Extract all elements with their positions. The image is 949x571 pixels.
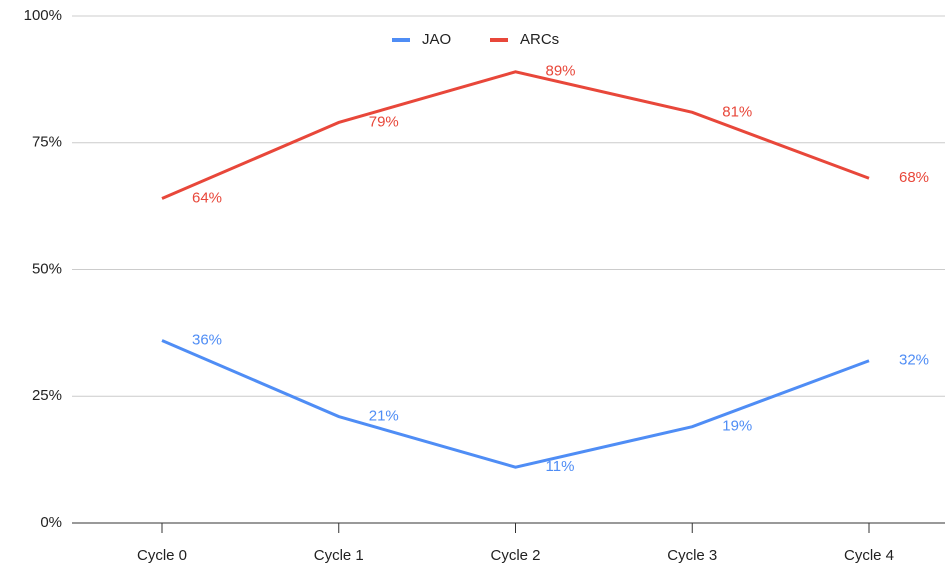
y-tick-label: 75% xyxy=(32,134,62,151)
series-line xyxy=(161,70,870,200)
data-label: 21% xyxy=(369,407,399,424)
legend-label: ARCs xyxy=(520,31,559,48)
x-tick-label: Cycle 0 xyxy=(137,547,187,564)
data-label: 81% xyxy=(722,103,752,120)
data-label: 32% xyxy=(899,352,929,369)
x-tick-label: Cycle 4 xyxy=(844,547,894,564)
data-label: 19% xyxy=(722,418,752,435)
data-label: 89% xyxy=(546,63,576,80)
data-label: 68% xyxy=(899,169,929,186)
y-tick-label: 100% xyxy=(24,7,62,24)
y-tick-label: 50% xyxy=(32,260,62,277)
y-tick-label: 0% xyxy=(40,514,62,531)
x-tick-label: Cycle 3 xyxy=(667,547,717,564)
data-label: 64% xyxy=(192,189,222,206)
data-label: 11% xyxy=(546,458,575,475)
series-line xyxy=(161,339,870,469)
y-tick-label: 25% xyxy=(32,387,62,404)
x-tick-label: Cycle 1 xyxy=(314,547,364,564)
data-label: 36% xyxy=(192,331,222,348)
x-tick-label: Cycle 2 xyxy=(490,547,540,564)
legend-label: JAO xyxy=(422,31,451,48)
data-label: 79% xyxy=(369,113,399,130)
